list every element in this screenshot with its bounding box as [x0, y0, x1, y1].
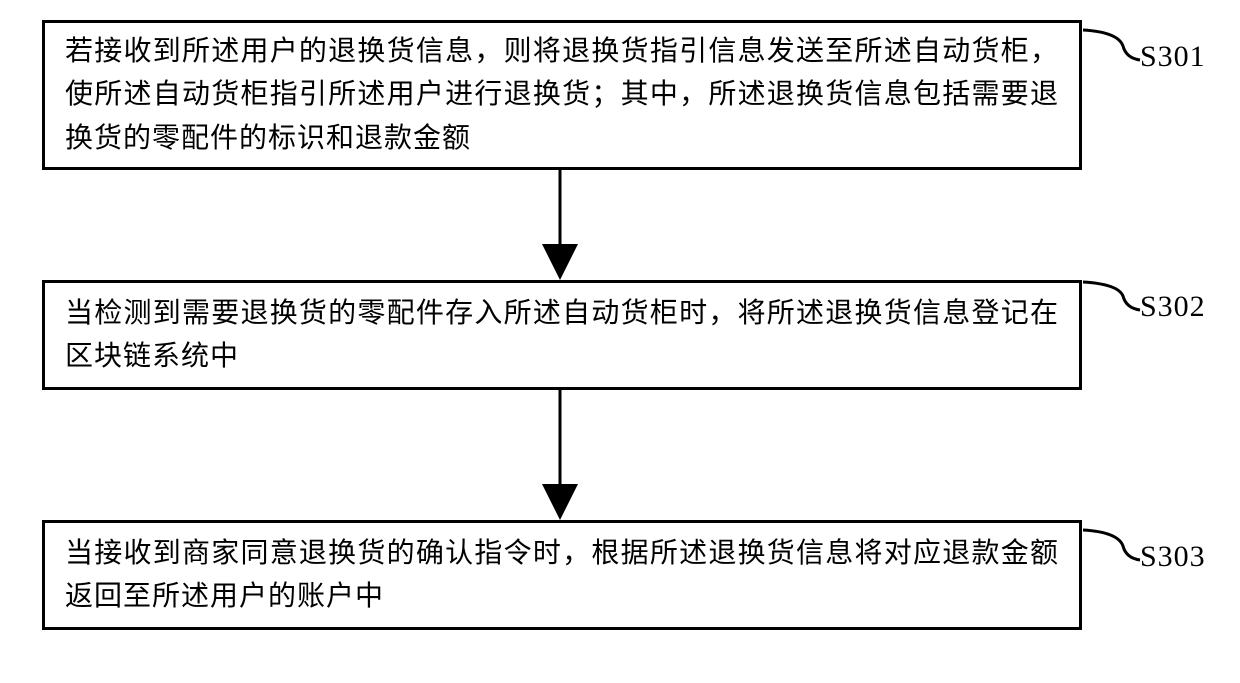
flow-step-s302: 当检测到需要退换货的零配件存入所述自动货柜时，将所述退换货信息登记在区块链系统中 [42, 280, 1082, 390]
flow-step-s303: 当接收到商家同意退换货的确认指令时，根据所述退换货信息将对应退款金额返回至所述用… [42, 520, 1082, 630]
flow-step-text: 当检测到需要退换货的零配件存入所述自动货柜时，将所述退换货信息登记在区块链系统中 [65, 292, 1059, 379]
flow-step-text: 当接收到商家同意退换货的确认指令时，根据所述退换货信息将对应退款金额返回至所述用… [65, 532, 1059, 619]
flow-step-text: 若接收到所述用户的退换货信息，则将退换货指引信息发送至所述自动货柜，使所述自动货… [65, 30, 1059, 160]
step-label-s302: S302 [1140, 290, 1206, 324]
flow-step-s301: 若接收到所述用户的退换货信息，则将退换货指引信息发送至所述自动货柜，使所述自动货… [42, 20, 1082, 170]
step-label-s301: S301 [1140, 40, 1206, 74]
step-label-s303: S303 [1140, 540, 1206, 574]
